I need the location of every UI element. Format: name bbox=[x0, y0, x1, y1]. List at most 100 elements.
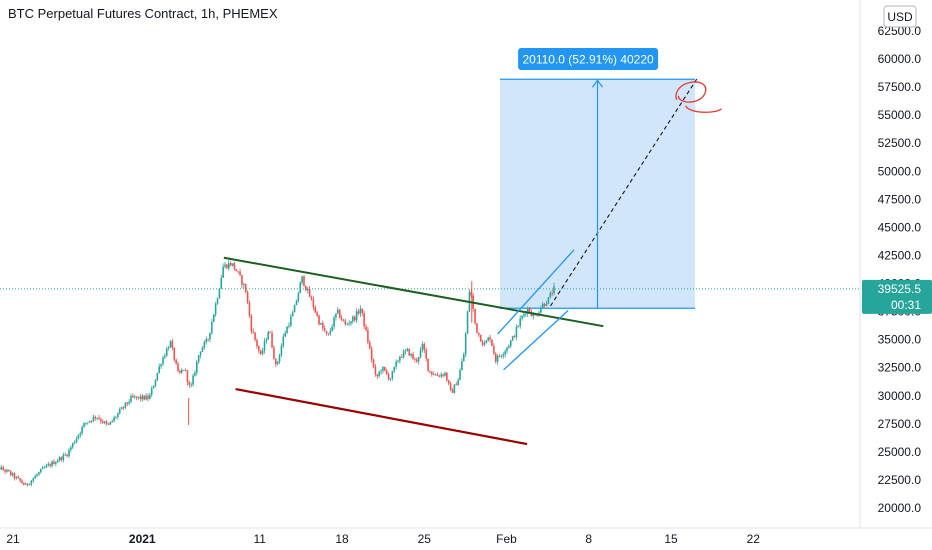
candle-body bbox=[186, 370, 189, 383]
candle-body bbox=[75, 438, 78, 443]
candle-body bbox=[162, 357, 164, 365]
candle-body bbox=[258, 346, 260, 351]
y-tick-label: 25000.0 bbox=[878, 445, 922, 459]
candle-body bbox=[222, 266, 224, 278]
candle-body bbox=[68, 449, 70, 457]
candle-body bbox=[194, 372, 196, 376]
candle-body bbox=[459, 370, 461, 380]
candle-body bbox=[203, 341, 206, 348]
candle-body bbox=[431, 371, 433, 375]
candle-body bbox=[359, 308, 362, 314]
candle-body bbox=[290, 316, 292, 326]
candle-body bbox=[273, 347, 275, 359]
candle-body bbox=[519, 318, 521, 326]
candle-body bbox=[43, 467, 46, 469]
candle-body bbox=[335, 313, 337, 318]
candle-body bbox=[526, 308, 529, 314]
candle-body bbox=[502, 354, 505, 356]
candle-body bbox=[498, 355, 501, 357]
candle-body bbox=[485, 340, 488, 344]
y-tick-label: 35000.0 bbox=[878, 333, 922, 347]
candle-body bbox=[540, 308, 542, 313]
currency-button[interactable]: USD bbox=[883, 5, 917, 28]
candle-body bbox=[235, 269, 238, 272]
candle-body bbox=[382, 366, 384, 372]
candle-body bbox=[346, 323, 349, 325]
candle-body bbox=[66, 454, 68, 457]
candle-body bbox=[188, 382, 191, 385]
candle-body bbox=[237, 271, 239, 273]
candle-body bbox=[13, 473, 16, 479]
candle-body bbox=[282, 336, 285, 346]
candle-body bbox=[357, 311, 360, 314]
candle-body bbox=[344, 320, 347, 325]
x-tick-label: 21 bbox=[6, 532, 20, 546]
candle-body bbox=[246, 291, 249, 303]
candle-body bbox=[543, 303, 546, 306]
last-price-value: 39525.5 bbox=[878, 282, 922, 296]
candle-body bbox=[274, 358, 277, 365]
candle-body bbox=[438, 376, 441, 377]
candle-body bbox=[173, 347, 176, 360]
candle-body bbox=[286, 326, 288, 333]
candle-body bbox=[320, 323, 322, 325]
candle-body bbox=[406, 348, 409, 351]
candle-body bbox=[38, 472, 40, 475]
candle-body bbox=[205, 339, 208, 342]
candle-body bbox=[384, 366, 386, 371]
candle-body bbox=[376, 374, 379, 377]
candle-body bbox=[51, 461, 53, 466]
y-tick-label: 27500.0 bbox=[878, 417, 922, 431]
candle-body bbox=[244, 283, 247, 292]
candle-body bbox=[85, 423, 87, 424]
candle-body bbox=[164, 355, 166, 358]
candle-body bbox=[553, 286, 555, 294]
candle-body bbox=[83, 423, 85, 427]
candle-body bbox=[367, 330, 369, 343]
x-tick-label: 8 bbox=[585, 532, 592, 546]
candle-body bbox=[506, 347, 508, 352]
candle-body bbox=[363, 313, 365, 327]
candle-body bbox=[62, 454, 65, 460]
candle-body bbox=[276, 361, 279, 365]
candle-body bbox=[229, 263, 232, 266]
candle-body bbox=[271, 332, 273, 348]
candle-body bbox=[508, 345, 510, 348]
price-tags: 39525.5 00:31 bbox=[862, 279, 932, 314]
candle-body bbox=[293, 304, 296, 313]
candle-body bbox=[291, 312, 294, 317]
candle-body bbox=[521, 315, 523, 319]
candle-body bbox=[280, 345, 283, 355]
candle-body bbox=[541, 303, 544, 309]
candle-body bbox=[325, 331, 328, 334]
candle-body bbox=[243, 283, 245, 285]
time-axis[interactable]: 21 2021 11 18 25 Feb 8 15 22 bbox=[6, 532, 760, 546]
candle-body bbox=[493, 346, 495, 354]
candle-body bbox=[389, 378, 392, 380]
x-tick-label: 22 bbox=[747, 532, 761, 546]
candle-body bbox=[429, 370, 431, 372]
candle-body bbox=[94, 416, 97, 419]
candle-body bbox=[88, 420, 91, 423]
candle-body bbox=[500, 355, 503, 357]
y-tick-label: 47500.0 bbox=[878, 192, 922, 206]
candle-body bbox=[171, 341, 174, 348]
candle-body bbox=[532, 314, 535, 317]
candle-body bbox=[26, 483, 29, 485]
candle-body bbox=[53, 461, 55, 465]
candle-body bbox=[248, 302, 251, 317]
candle-body bbox=[165, 348, 168, 356]
candle-body bbox=[338, 309, 341, 318]
candle-body bbox=[64, 454, 67, 456]
candle-body bbox=[547, 297, 550, 304]
candle-body bbox=[342, 319, 345, 321]
candle-body bbox=[415, 359, 418, 362]
chart-title: BTC Perpetual Futures Contract, 1h, PHEM… bbox=[8, 6, 278, 21]
candle-body bbox=[113, 417, 115, 421]
y-tick-label: 30000.0 bbox=[878, 389, 922, 403]
price-axis[interactable]: 20000.0 22500.0 25000.0 27500.0 30000.0 32500… bbox=[878, 24, 922, 515]
candle-body bbox=[321, 323, 324, 329]
candle-body bbox=[267, 332, 270, 340]
candle-body bbox=[156, 372, 159, 381]
candle-body bbox=[549, 293, 552, 298]
